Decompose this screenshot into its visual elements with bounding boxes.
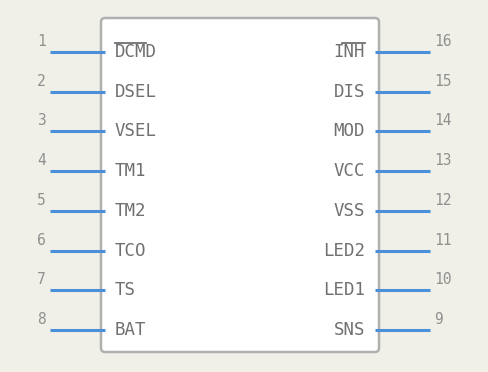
Text: 5: 5 — [37, 193, 46, 208]
Text: 15: 15 — [434, 74, 451, 89]
Text: 2: 2 — [37, 74, 46, 89]
Text: 12: 12 — [434, 193, 451, 208]
Text: VSS: VSS — [333, 202, 365, 220]
Text: SNS: SNS — [333, 321, 365, 339]
Text: 13: 13 — [434, 153, 451, 168]
FancyBboxPatch shape — [101, 18, 379, 352]
Text: INH: INH — [333, 43, 365, 61]
Text: MOD: MOD — [333, 122, 365, 140]
Text: 16: 16 — [434, 34, 451, 49]
Text: 9: 9 — [434, 312, 443, 327]
Text: 14: 14 — [434, 113, 451, 128]
Text: BAT: BAT — [115, 321, 146, 339]
Text: TM2: TM2 — [115, 202, 146, 220]
Text: 1: 1 — [37, 34, 46, 49]
Text: LED2: LED2 — [323, 241, 365, 260]
Text: 7: 7 — [37, 272, 46, 287]
Text: 11: 11 — [434, 232, 451, 248]
Text: TM1: TM1 — [115, 162, 146, 180]
Text: TCO: TCO — [115, 241, 146, 260]
Text: DSEL: DSEL — [115, 83, 157, 101]
Text: DIS: DIS — [333, 83, 365, 101]
Text: VSEL: VSEL — [115, 122, 157, 140]
Text: 3: 3 — [37, 113, 46, 128]
Text: LED1: LED1 — [323, 281, 365, 299]
Text: TS: TS — [115, 281, 136, 299]
Text: 4: 4 — [37, 153, 46, 168]
Text: 6: 6 — [37, 232, 46, 248]
Text: 10: 10 — [434, 272, 451, 287]
Text: VCC: VCC — [333, 162, 365, 180]
Text: DCMD: DCMD — [115, 43, 157, 61]
Text: 8: 8 — [37, 312, 46, 327]
